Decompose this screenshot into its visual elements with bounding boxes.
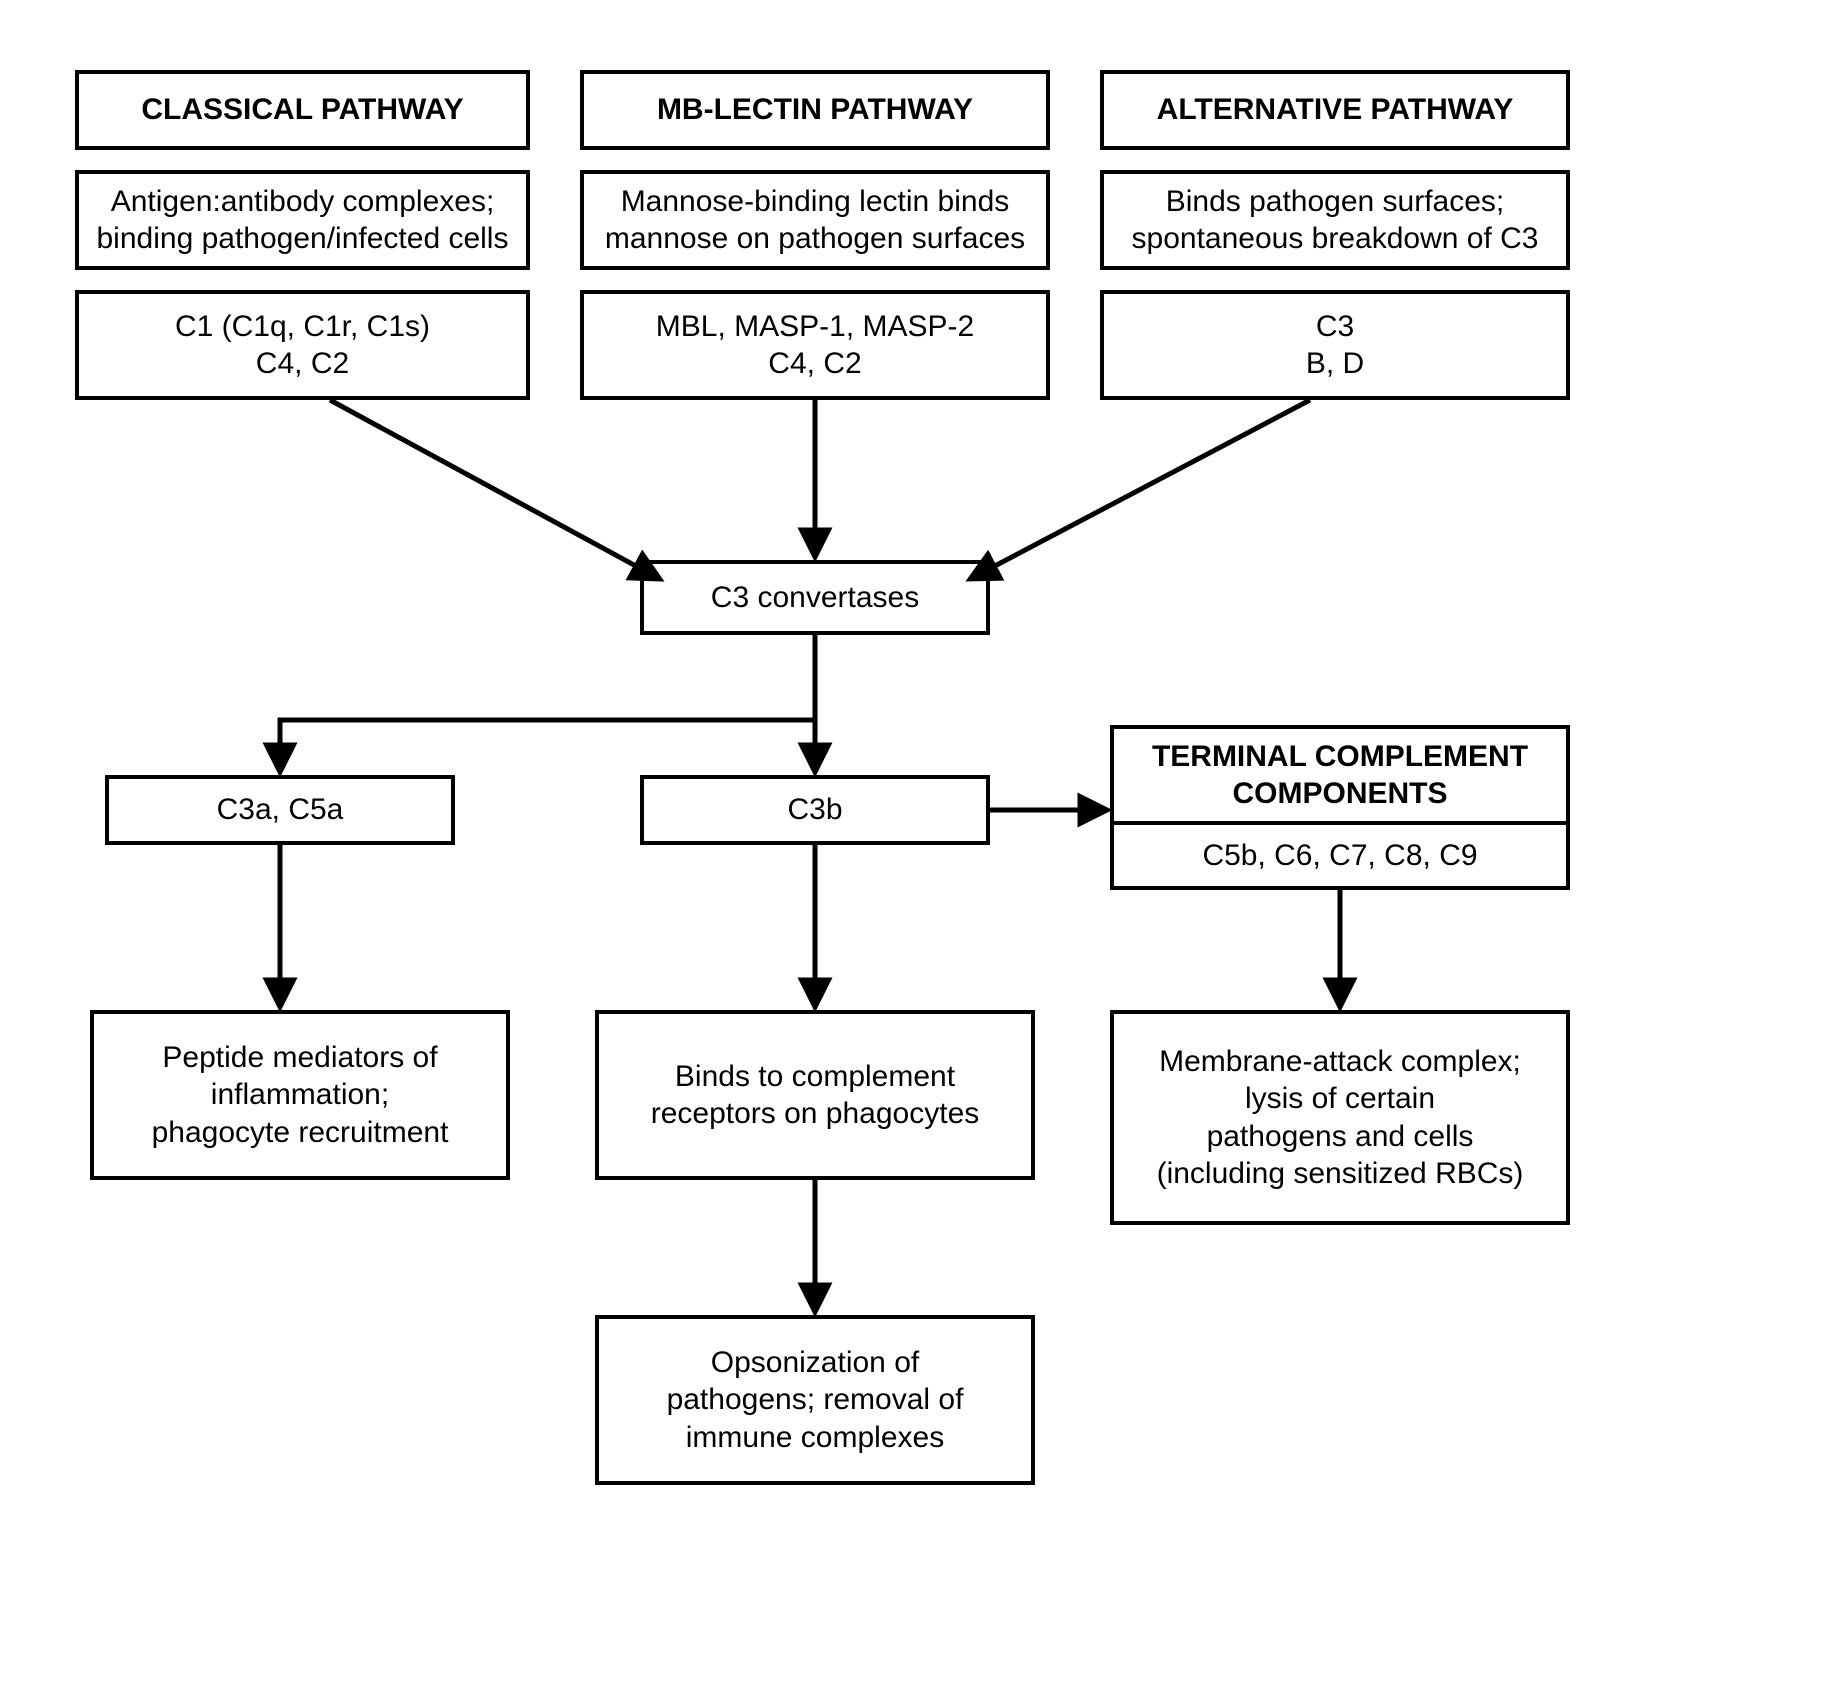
node-alternative-trigger: Binds pathogen surfaces;spontaneous brea… xyxy=(1100,170,1570,270)
label: Peptide mediators ofinflammation;phagocy… xyxy=(152,1039,449,1152)
node-classical-title: CLASSICAL PATHWAY xyxy=(75,70,530,150)
label: Mannose-binding lectin bindsmannose on p… xyxy=(605,183,1025,258)
label: ALTERNATIVE PATHWAY xyxy=(1157,91,1514,129)
label: Binds to complementreceptors on phagocyt… xyxy=(651,1058,980,1133)
label: Antigen:antibody complexes;binding patho… xyxy=(97,183,509,258)
node-peptide-mediators: Peptide mediators ofinflammation;phagocy… xyxy=(90,1010,510,1180)
label: C3 convertases xyxy=(711,579,919,617)
node-opsonization: Opsonization ofpathogens; removal ofimmu… xyxy=(595,1315,1035,1485)
node-binds-complement: Binds to complementreceptors on phagocyt… xyxy=(595,1010,1035,1180)
node-mblectin-trigger: Mannose-binding lectin bindsmannose on p… xyxy=(580,170,1050,270)
label: Opsonization ofpathogens; removal ofimmu… xyxy=(667,1344,964,1457)
label: MB-LECTIN PATHWAY xyxy=(657,91,973,129)
node-terminal-comp: C5b, C6, C7, C8, C9 xyxy=(1110,825,1570,890)
node-alternative-comp: C3B, D xyxy=(1100,290,1570,400)
label: C3B, D xyxy=(1306,308,1364,383)
label: TERMINAL COMPLEMENTCOMPONENTS xyxy=(1152,738,1528,813)
node-alternative-title: ALTERNATIVE PATHWAY xyxy=(1100,70,1570,150)
label: Binds pathogen surfaces;spontaneous brea… xyxy=(1132,183,1539,258)
node-terminal-title: TERMINAL COMPLEMENTCOMPONENTS xyxy=(1110,725,1570,825)
node-mblectin-comp: MBL, MASP-1, MASP-2C4, C2 xyxy=(580,290,1050,400)
label: Membrane-attack complex;lysis of certain… xyxy=(1157,1043,1524,1193)
node-classical-comp: C1 (C1q, C1r, C1s)C4, C2 xyxy=(75,290,530,400)
node-membrane-attack: Membrane-attack complex;lysis of certain… xyxy=(1110,1010,1570,1225)
edge-alternative-to-convertases xyxy=(972,400,1310,578)
node-c3b: C3b xyxy=(640,775,990,845)
node-mblectin-title: MB-LECTIN PATHWAY xyxy=(580,70,1050,150)
edge-classical-to-convertases xyxy=(330,400,658,578)
node-classical-trigger: Antigen:antibody complexes;binding patho… xyxy=(75,170,530,270)
label: CLASSICAL PATHWAY xyxy=(141,91,463,129)
label: C3a, C5a xyxy=(217,791,344,829)
label: C3b xyxy=(787,791,842,829)
label: C1 (C1q, C1r, C1s)C4, C2 xyxy=(175,308,430,383)
label: MBL, MASP-1, MASP-2C4, C2 xyxy=(656,308,974,383)
node-c3-convertases: C3 convertases xyxy=(640,560,990,635)
edge-convertases-to-c3a xyxy=(280,635,815,770)
label: C5b, C6, C7, C8, C9 xyxy=(1202,837,1477,875)
diagram-canvas: CLASSICAL PATHWAY MB-LECTIN PATHWAY ALTE… xyxy=(0,0,1827,1697)
node-c3a-c5a: C3a, C5a xyxy=(105,775,455,845)
